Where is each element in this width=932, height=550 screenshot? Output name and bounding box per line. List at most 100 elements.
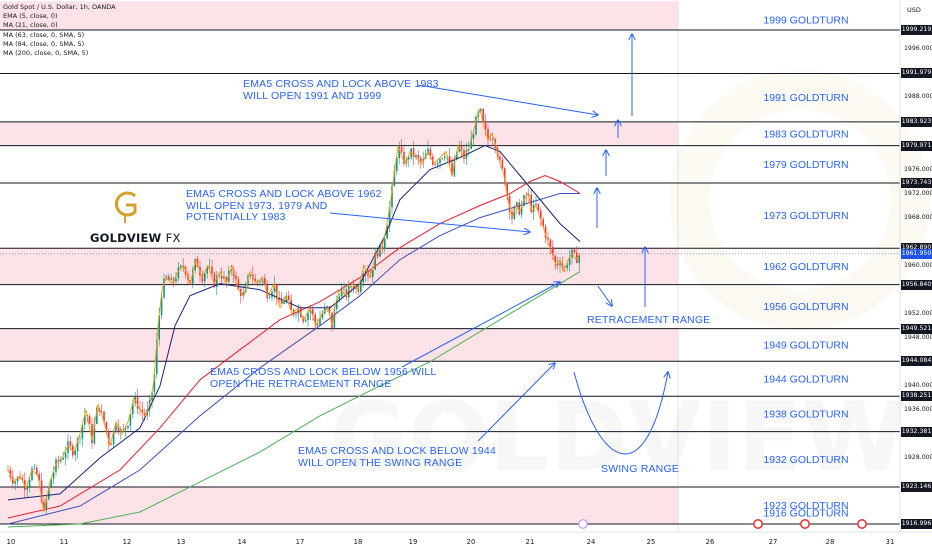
- candle-body: [81, 424, 84, 439]
- logo-light: FX: [165, 231, 181, 245]
- legend-symbol[interactable]: Gold Spot / U.S. Dollar, 1h, OANDA: [3, 3, 116, 11]
- candle-body: [295, 313, 297, 315]
- candle-body: [319, 318, 321, 325]
- ma84-line: [7, 193, 580, 525]
- candle-body: [393, 170, 396, 187]
- annotation-3-line2: OPEN THE RETRACEMENT RANGE: [210, 377, 392, 390]
- arrow-swing: [573, 372, 668, 455]
- candle-body: [290, 299, 292, 310]
- candle-body: [16, 476, 19, 482]
- currency-label[interactable]: USD: [907, 6, 921, 14]
- level-price-box-9: 1938.251: [901, 391, 932, 402]
- candle-body: [285, 295, 288, 302]
- x-tick-1: 11: [59, 538, 69, 546]
- x-tick-3: 13: [176, 538, 186, 546]
- arrows-layer: [329, 34, 668, 455]
- candle-body: [360, 282, 362, 292]
- candle-body: [62, 458, 64, 460]
- x-tick-7: 19: [408, 538, 418, 546]
- candle-body: [451, 162, 453, 176]
- candle-body: [124, 427, 127, 430]
- candle-body: [511, 211, 513, 219]
- candle-body: [314, 314, 316, 324]
- candle-body: [271, 291, 273, 298]
- candle-body: [518, 202, 520, 215]
- candle-body: [328, 306, 331, 313]
- candle-body: [458, 146, 460, 152]
- candle-body: [489, 139, 492, 141]
- candle-body: [216, 275, 218, 287]
- legend-ema5[interactable]: EMA (5, close, 0): [3, 12, 58, 21]
- candle-body: [480, 108, 482, 112]
- candle-body: [170, 278, 172, 281]
- candle-body: [283, 301, 285, 304]
- candle-body: [504, 168, 506, 184]
- candle-body: [331, 312, 333, 328]
- y-tick-12: 1972.000: [904, 189, 932, 197]
- level-price-box-6: 1956.840: [901, 279, 932, 290]
- candle-body: [307, 312, 309, 321]
- candle-body: [506, 183, 508, 196]
- zone-3: [0, 328, 678, 362]
- candle-body: [350, 286, 352, 287]
- zone-0: [0, 1, 678, 30]
- candle-body: [160, 297, 163, 316]
- candle-body: [441, 158, 444, 160]
- candle-body: [408, 157, 410, 160]
- candle-body: [573, 249, 576, 253]
- x-tick-13: 27: [768, 538, 778, 546]
- swing-range-label: SWING RANGE: [601, 463, 680, 475]
- candle-body: [55, 459, 57, 472]
- candle-body: [180, 265, 182, 268]
- candle-body: [460, 146, 463, 150]
- candle-body: [499, 156, 501, 160]
- y-tick-4: 1940.000: [904, 381, 932, 389]
- candle-body: [264, 278, 266, 285]
- candle-body: [163, 278, 165, 298]
- candle-body: [434, 164, 436, 166]
- legend-ma21[interactable]: MA (21, close, 0): [3, 21, 58, 30]
- moving-averages-layer: [7, 107, 581, 528]
- y-tick-13: 1976.000: [904, 165, 932, 173]
- candle-body: [530, 194, 532, 212]
- level-price-box-11: 1923.146: [901, 482, 932, 493]
- goldview-logo-icon: [115, 191, 137, 223]
- candle-body: [535, 203, 537, 206]
- candle-body: [343, 289, 345, 290]
- candle-body: [501, 159, 504, 169]
- candle-body: [333, 309, 336, 328]
- level-price-box-10: 1932.381: [901, 426, 932, 437]
- candle-body: [276, 283, 278, 299]
- annotation-2-line1: EMA5 CROSS AND LOCK ABOVE 1962: [186, 188, 382, 200]
- ema5-line: [7, 107, 581, 513]
- candle-body: [513, 206, 516, 219]
- legend-ma84[interactable]: MA (84, close, 0, SMA, 5): [3, 39, 85, 48]
- candle-body: [127, 425, 129, 428]
- candle-body: [516, 202, 518, 207]
- x-tick-15: 31: [885, 538, 895, 546]
- candle-body: [43, 501, 45, 509]
- candle-body: [554, 255, 556, 263]
- candle-body: [436, 163, 439, 165]
- candle-body: [549, 239, 552, 247]
- y-tick-16: 1988.000: [904, 93, 932, 101]
- x-tick-2: 12: [122, 538, 132, 546]
- legend-ma200[interactable]: MA (200, close, 0, SMA, 5): [3, 49, 89, 58]
- candle-body: [453, 159, 456, 176]
- annotation-4: EMA5 CROSS AND LOCK BELOW 1944 WILL OPEN…: [298, 445, 496, 469]
- candle-body: [448, 156, 451, 163]
- candle-body: [129, 414, 132, 426]
- candle-body: [60, 459, 62, 462]
- ma21-line: [7, 144, 581, 501]
- candle-body: [110, 443, 112, 445]
- zones-layer: [0, 0, 679, 532]
- candle-body: [470, 138, 472, 149]
- candle-body: [9, 469, 12, 478]
- candle-body: [338, 296, 340, 300]
- candle-body: [100, 411, 103, 413]
- candle-body: [84, 415, 86, 425]
- legend-ma63[interactable]: MA (63, close, 0, SMA, 5): [3, 30, 85, 39]
- annotation-2: EMA5 CROSS AND LOCK ABOVE 1962 WILL OPEN…: [186, 188, 382, 224]
- candle-body: [36, 467, 38, 475]
